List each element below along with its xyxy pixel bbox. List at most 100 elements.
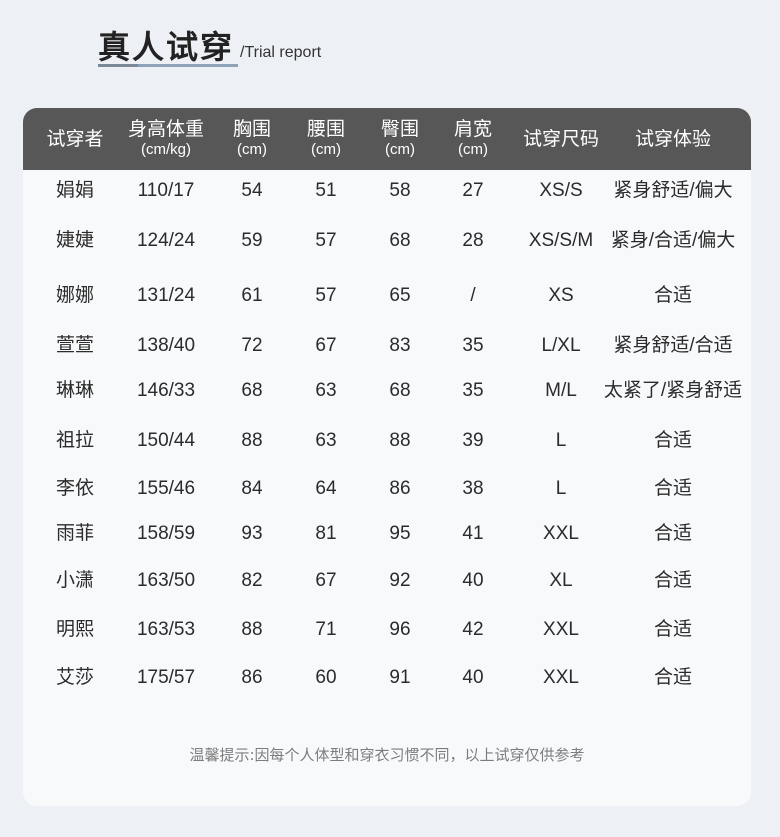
table-cell: 163/53: [136, 619, 196, 640]
table-cell: 57: [315, 285, 337, 306]
table-cell: 合适: [653, 570, 693, 591]
table-row: 李依 155/46 84 64 86 38 L 合适: [23, 469, 751, 509]
title-subtitle: /Trial report: [240, 44, 322, 61]
column-header-unit: (cm): [457, 141, 488, 158]
table-cell: 40: [462, 570, 484, 591]
column-header: 试穿体验: [635, 108, 711, 170]
column-header: 试穿者: [46, 108, 103, 170]
table-cell: 68: [389, 380, 411, 401]
footnote: 温馨提示:因每个人体型和穿衣习惯不同，以上试穿仅供参考: [189, 746, 585, 764]
table-cell: 42: [462, 619, 484, 640]
table-cell: L/XL: [541, 335, 581, 356]
column-header: 胸围 (cm): [233, 108, 271, 170]
table-cell: 81: [315, 523, 337, 544]
column-header: 身高体重 (cm/kg): [128, 108, 204, 170]
table-cell: XXL: [543, 523, 579, 544]
column-header-label: 身高体重: [127, 118, 205, 140]
table-cell: 67: [315, 335, 337, 356]
table-cell: 38: [462, 478, 484, 499]
table-cell: 150/44: [136, 430, 196, 451]
table-row: 娟娟 110/17 54 51 58 27 XS/S 紧身舒适/偏大: [23, 171, 751, 211]
table-row: 萱萱 138/40 72 67 83 35 L/XL 紧身舒适/合适: [23, 326, 751, 366]
title-main: 真人试穿: [98, 28, 235, 66]
table-cell: 110/17: [137, 180, 195, 201]
table-cell: 61: [241, 285, 263, 306]
title-underline-accent: [98, 64, 138, 67]
table-cell: 68: [389, 230, 411, 251]
table-cell: 婕婕: [55, 230, 95, 251]
table-cell: 雨菲: [55, 523, 95, 544]
table-cell: 紧身舒适/合适: [613, 335, 733, 356]
table-cell: 63: [315, 430, 337, 451]
table-cell: 明熙: [55, 619, 95, 640]
table-cell: L: [555, 478, 567, 499]
table-cell: 91: [389, 667, 411, 688]
column-header-label: 肩宽: [453, 118, 493, 140]
table-cell: 83: [389, 335, 411, 356]
table-cell: 71: [315, 619, 337, 640]
table-row: 娜娜 131/24 61 57 65 / XS 合适: [23, 276, 751, 316]
column-header-label: 胸围: [232, 118, 272, 140]
table-cell: 合适: [653, 430, 693, 451]
column-header-label: 试穿尺码: [522, 128, 600, 150]
column-header: 肩宽 (cm): [454, 108, 492, 170]
table-cell: 96: [389, 619, 411, 640]
table-cell: 92: [389, 570, 411, 591]
table-cell: 51: [315, 180, 337, 201]
table-cell: 163/50: [136, 570, 196, 591]
column-header-label: 试穿体验: [634, 128, 712, 150]
table-cell: 太紧了/紧身舒适: [603, 380, 743, 401]
table-cell: 李依: [55, 478, 95, 499]
table-cell: 合适: [653, 667, 693, 688]
column-header-unit: (cm): [310, 141, 341, 158]
table-cell: 54: [241, 180, 263, 201]
title-underline: [98, 64, 238, 67]
column-header-unit: (cm): [384, 141, 415, 158]
table-cell: 86: [241, 667, 263, 688]
table-cell: 28: [462, 230, 484, 251]
table-row: 明熙 163/53 88 71 96 42 XXL 合适: [23, 610, 751, 650]
table-cell: 合适: [653, 619, 693, 640]
table-cell: 40: [462, 667, 484, 688]
table-cell: 88: [241, 619, 263, 640]
table-cell: 祖拉: [55, 430, 95, 451]
table-cell: 131/24: [136, 285, 196, 306]
table-header: 试穿者 身高体重 (cm/kg) 胸围 (cm) 腰围 (cm) 臀围 (cm) 肩宽 (cm) 试穿…: [23, 108, 751, 170]
table-cell: 124/24: [136, 230, 196, 251]
column-header-label: 试穿者: [46, 128, 104, 150]
table-cell: 68: [241, 380, 263, 401]
table-row: 琳琳 146/33 68 63 68 35 M/L 太紧了/紧身舒适: [23, 371, 751, 411]
table-cell: XL: [549, 570, 573, 591]
table-cell: XS: [548, 285, 574, 306]
table-cell: 63: [315, 380, 337, 401]
table-cell: 155/46: [136, 478, 196, 499]
column-header: 臀围 (cm): [381, 108, 419, 170]
table-cell: 娟娟: [55, 180, 95, 201]
table-cell: 138/40: [136, 335, 196, 356]
table-cell: /: [470, 285, 476, 306]
table-cell: 67: [315, 570, 337, 591]
table-cell: 35: [462, 335, 484, 356]
column-header-label: 臀围: [380, 118, 420, 140]
table-cell: 39: [462, 430, 484, 451]
table-cell: 41: [462, 523, 484, 544]
table-row: 雨菲 158/59 93 81 95 41 XXL 合适: [23, 514, 751, 554]
table-cell: 27: [462, 180, 484, 201]
table-cell: 65: [389, 285, 411, 306]
column-header: 试穿尺码: [523, 108, 599, 170]
column-header-unit: (cm): [236, 141, 267, 158]
table-cell: 64: [315, 478, 337, 499]
table-cell: M/L: [545, 380, 577, 401]
table-cell: 琳琳: [55, 380, 95, 401]
table-row: 艾莎 175/57 86 60 91 40 XXL 合适: [23, 658, 751, 698]
table-cell: 合适: [653, 478, 693, 499]
table-row: 婕婕 124/24 59 57 68 28 XS/S/M 紧身/合适/偏大: [23, 221, 751, 261]
table-cell: 合适: [653, 285, 693, 306]
table-cell: 紧身舒适/偏大: [613, 180, 733, 201]
table-cell: 35: [462, 380, 484, 401]
table-cell: 紧身/合适/偏大: [610, 230, 736, 251]
table-cell: 86: [389, 478, 411, 499]
trial-table: 试穿者 身高体重 (cm/kg) 胸围 (cm) 腰围 (cm) 臀围 (cm) 肩宽 (cm) 试穿…: [23, 108, 751, 806]
table-cell: 72: [241, 335, 263, 356]
table-cell: 59: [241, 230, 263, 251]
